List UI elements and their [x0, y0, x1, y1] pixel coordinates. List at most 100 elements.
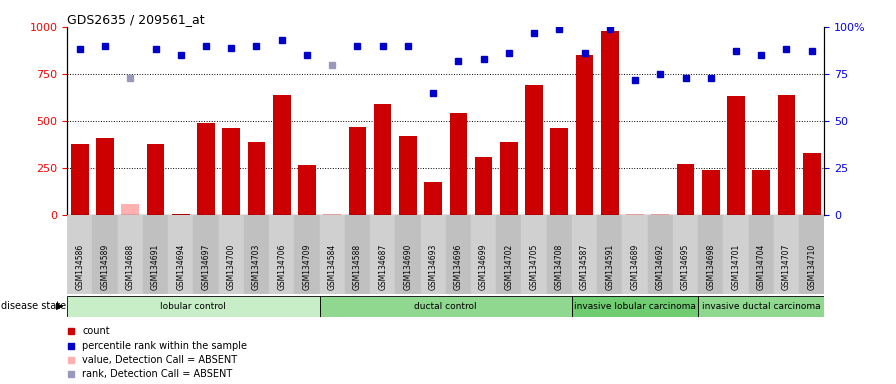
- Text: GSM134690: GSM134690: [403, 243, 412, 290]
- Text: count: count: [82, 326, 110, 336]
- Bar: [648, 215, 673, 294]
- Bar: [67, 296, 320, 317]
- Bar: [576, 55, 593, 215]
- Bar: [399, 136, 417, 215]
- Text: GDS2635 / 209561_at: GDS2635 / 209561_at: [67, 13, 205, 26]
- Bar: [222, 129, 240, 215]
- Bar: [244, 215, 269, 294]
- Text: ▶: ▶: [56, 301, 64, 311]
- Bar: [194, 215, 219, 294]
- Text: GSM134702: GSM134702: [504, 243, 513, 290]
- Bar: [273, 94, 290, 215]
- Bar: [521, 215, 547, 294]
- Text: GSM134693: GSM134693: [428, 243, 437, 290]
- Bar: [749, 215, 774, 294]
- Bar: [117, 215, 143, 294]
- Text: GSM134706: GSM134706: [277, 243, 286, 290]
- Bar: [475, 157, 493, 215]
- Text: GSM134584: GSM134584: [328, 243, 337, 290]
- Bar: [496, 215, 521, 294]
- Text: GSM134696: GSM134696: [454, 243, 463, 290]
- Bar: [370, 215, 395, 294]
- Bar: [774, 215, 799, 294]
- Bar: [143, 215, 168, 294]
- Text: GSM134697: GSM134697: [202, 243, 211, 290]
- Bar: [753, 170, 770, 215]
- Text: GSM134694: GSM134694: [177, 243, 185, 290]
- Text: GSM134687: GSM134687: [378, 243, 387, 290]
- Bar: [122, 204, 139, 215]
- Bar: [374, 104, 392, 215]
- Text: GSM134586: GSM134586: [75, 243, 84, 290]
- Text: percentile rank within the sample: percentile rank within the sample: [82, 341, 247, 351]
- Bar: [698, 296, 824, 317]
- Text: GSM134700: GSM134700: [227, 243, 236, 290]
- Bar: [525, 85, 543, 215]
- Bar: [147, 144, 164, 215]
- Bar: [799, 215, 824, 294]
- Bar: [728, 96, 745, 215]
- Text: GSM134699: GSM134699: [479, 243, 488, 290]
- Text: GSM134709: GSM134709: [303, 243, 312, 290]
- Text: GSM134701: GSM134701: [731, 243, 740, 290]
- Bar: [168, 215, 194, 294]
- Bar: [698, 215, 723, 294]
- Bar: [395, 215, 420, 294]
- Text: GSM134703: GSM134703: [252, 243, 261, 290]
- Bar: [247, 142, 265, 215]
- Bar: [345, 215, 370, 294]
- Text: GSM134707: GSM134707: [782, 243, 791, 290]
- Text: GSM134589: GSM134589: [100, 243, 109, 290]
- Text: invasive lobular carcinoma: invasive lobular carcinoma: [574, 302, 696, 311]
- Text: GSM134591: GSM134591: [606, 243, 615, 290]
- Bar: [320, 296, 572, 317]
- Bar: [172, 214, 190, 215]
- Text: rank, Detection Call = ABSENT: rank, Detection Call = ABSENT: [82, 369, 233, 379]
- Text: GSM134705: GSM134705: [530, 243, 538, 290]
- Bar: [723, 215, 749, 294]
- Text: GSM134692: GSM134692: [656, 243, 665, 290]
- Text: lobular control: lobular control: [160, 302, 227, 311]
- Bar: [778, 94, 796, 215]
- Bar: [500, 142, 518, 215]
- Text: disease state: disease state: [1, 301, 66, 311]
- Bar: [673, 215, 698, 294]
- Bar: [702, 170, 719, 215]
- Bar: [547, 215, 572, 294]
- Text: GSM134588: GSM134588: [353, 244, 362, 290]
- Text: value, Detection Call = ABSENT: value, Detection Call = ABSENT: [82, 355, 237, 365]
- Text: GSM134708: GSM134708: [555, 243, 564, 290]
- Bar: [676, 164, 694, 215]
- Bar: [601, 31, 618, 215]
- Text: GSM134689: GSM134689: [631, 243, 640, 290]
- Bar: [572, 215, 598, 294]
- Bar: [323, 214, 341, 215]
- Text: GSM134710: GSM134710: [807, 243, 816, 290]
- Text: GSM134695: GSM134695: [681, 243, 690, 290]
- Bar: [626, 214, 644, 215]
- Bar: [471, 215, 496, 294]
- Text: GSM134688: GSM134688: [125, 244, 134, 290]
- Text: invasive ductal carcinoma: invasive ductal carcinoma: [702, 302, 821, 311]
- Bar: [269, 215, 294, 294]
- Text: ductal control: ductal control: [415, 302, 477, 311]
- Bar: [598, 215, 623, 294]
- Bar: [420, 215, 445, 294]
- Bar: [623, 215, 648, 294]
- Bar: [572, 296, 698, 317]
- Bar: [550, 129, 568, 215]
- Bar: [446, 215, 471, 294]
- Bar: [803, 153, 821, 215]
- Bar: [67, 215, 92, 294]
- Bar: [349, 127, 366, 215]
- Bar: [320, 215, 345, 294]
- Bar: [197, 123, 215, 215]
- Bar: [71, 144, 89, 215]
- Bar: [219, 215, 244, 294]
- Text: GSM134698: GSM134698: [706, 243, 715, 290]
- Text: GSM134691: GSM134691: [151, 243, 160, 290]
- Bar: [294, 215, 320, 294]
- Text: GSM134704: GSM134704: [757, 243, 766, 290]
- Bar: [450, 113, 467, 215]
- Text: GSM134587: GSM134587: [580, 243, 589, 290]
